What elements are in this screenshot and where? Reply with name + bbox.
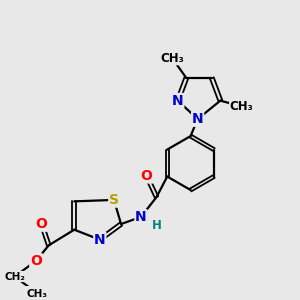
Text: O: O [141, 169, 152, 183]
Text: H: H [152, 219, 161, 232]
Text: S: S [109, 193, 119, 207]
Text: N: N [135, 210, 147, 224]
Text: O: O [30, 254, 42, 268]
Text: CH₃: CH₃ [27, 289, 48, 298]
Text: N: N [94, 232, 106, 247]
Text: N: N [192, 112, 203, 126]
Text: O: O [36, 217, 48, 231]
Text: CH₃: CH₃ [160, 52, 184, 64]
Text: CH₃: CH₃ [230, 100, 254, 113]
Text: CH₂: CH₂ [4, 272, 25, 281]
Text: N: N [172, 94, 184, 108]
